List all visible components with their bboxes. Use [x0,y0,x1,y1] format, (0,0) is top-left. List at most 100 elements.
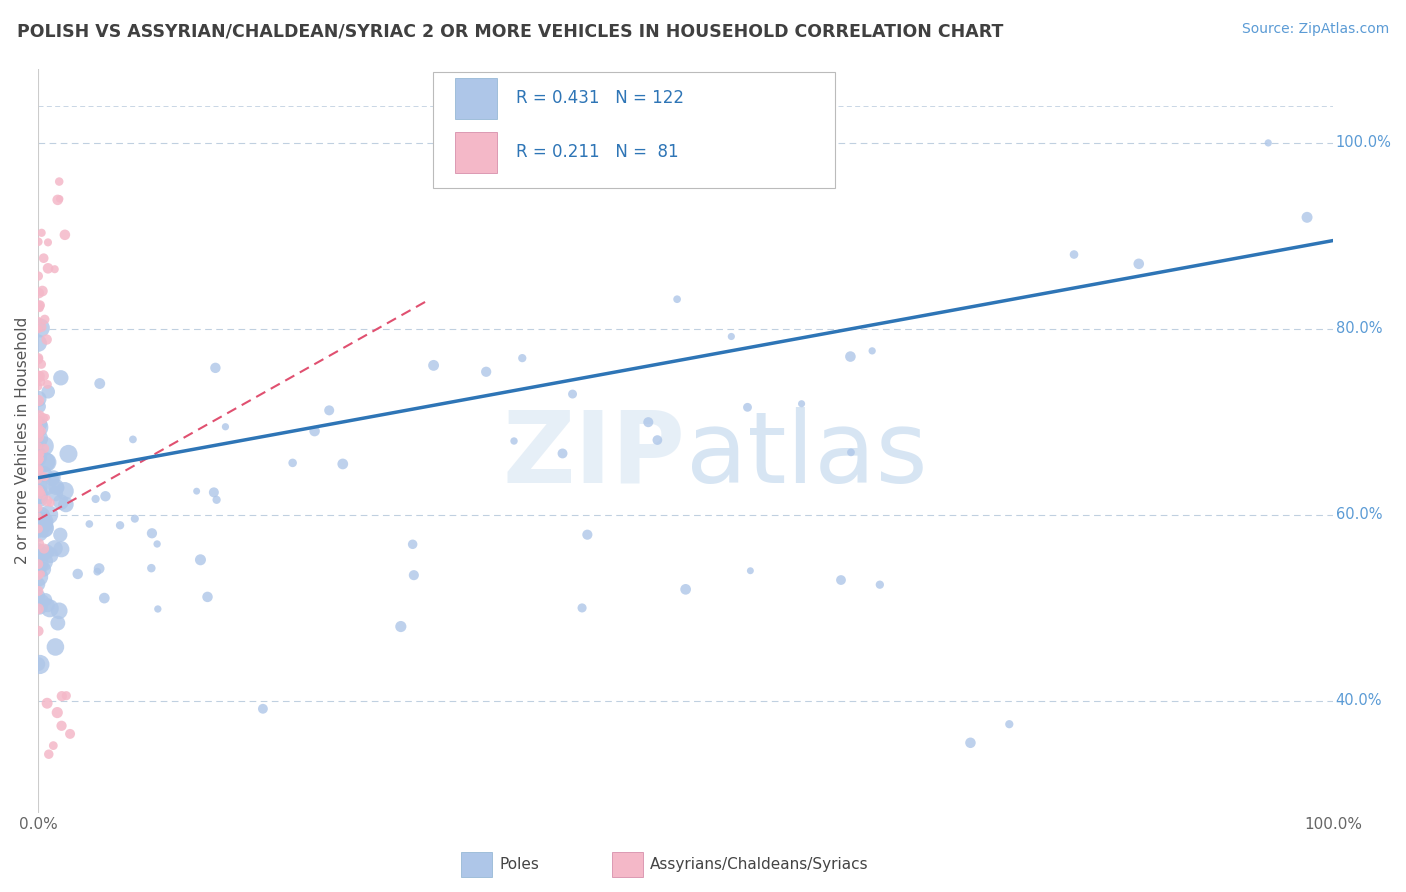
Point [475,365,498,379]
Point [31,226,53,240]
Point [34,470,56,484]
Point [998,717,1021,731]
Point [675,582,697,597]
Point [30,424,52,438]
Point [666,292,689,306]
Point [31,554,53,568]
Point [576,527,599,541]
Point [94,489,117,503]
Point [41,472,63,486]
Point [27,392,49,406]
Point [66,566,89,581]
Point [28,521,51,535]
Point [34,455,56,469]
Point [39,496,62,510]
Point [89,561,111,575]
Point [28,546,51,560]
Point [48,604,70,618]
Point [46,616,69,631]
Point [28,417,51,431]
Point [27,624,49,638]
Point [28,301,51,316]
Point [28,491,51,505]
Point [1128,257,1150,271]
Point [27,432,49,446]
Point [27,568,49,582]
Point [44,640,66,654]
Bar [456,132,496,173]
Point [31,594,53,608]
Point [551,446,574,460]
Point [37,235,59,250]
Point [790,397,813,411]
Point [28,286,51,301]
Point [89,376,111,391]
Point [34,442,56,456]
Point [647,433,669,447]
Point [332,457,354,471]
Point [35,545,58,559]
Point [304,424,326,438]
Point [27,487,49,501]
Point [30,487,52,501]
Point [31,284,53,298]
Point [27,450,49,465]
Point [34,516,56,531]
Point [27,352,49,367]
Point [141,561,163,575]
Point [28,657,51,672]
Point [27,483,49,497]
Point [27,421,49,435]
Point [27,420,49,434]
Point [27,657,49,672]
Text: Assyrians/Chaldeans/Syriacs: Assyrians/Chaldeans/Syriacs [650,857,868,871]
Point [146,602,169,616]
Point [35,479,58,493]
Point [55,689,77,703]
Point [53,483,76,498]
Point [42,739,65,753]
Point [34,592,56,607]
Point [318,403,340,417]
Text: 80.0%: 80.0% [1336,321,1382,336]
Point [27,322,49,336]
Point [28,462,51,476]
Point [28,447,51,461]
Point [32,439,55,453]
Point [46,193,69,207]
Point [27,439,49,453]
Point [281,456,304,470]
Point [51,689,73,703]
Point [45,480,67,494]
Text: R = 0.211   N =  81: R = 0.211 N = 81 [516,144,679,161]
Point [38,747,60,762]
Point [1063,247,1085,261]
Point [38,601,60,615]
Point [27,425,49,440]
Point [32,520,55,534]
Point [37,599,59,613]
Point [37,261,59,276]
Point [28,451,51,466]
Point [122,433,145,447]
Point [28,369,51,384]
Point [37,696,59,710]
Point [86,565,108,579]
Point [27,522,49,536]
Point [48,175,70,189]
Point [27,313,49,327]
Point [830,573,852,587]
Text: ZIP: ZIP [503,407,686,504]
Bar [456,78,496,119]
Point [27,583,49,598]
Point [37,377,59,392]
Point [28,463,51,477]
Point [959,736,981,750]
Point [84,491,107,506]
Text: Poles: Poles [499,857,538,871]
Point [31,320,53,334]
Point [27,570,49,584]
Point [27,455,49,469]
Point [32,548,55,562]
Point [30,566,52,581]
